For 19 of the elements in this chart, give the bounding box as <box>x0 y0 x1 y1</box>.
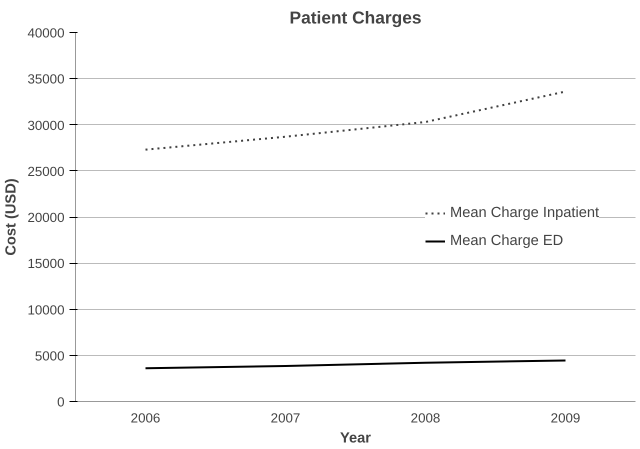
y-tick-label: 20000 <box>27 210 64 225</box>
y-tick-label: 25000 <box>27 164 64 179</box>
x-tick-label: 2008 <box>410 410 440 426</box>
x-tick-label: 2009 <box>550 410 580 426</box>
y-tick-label: 0 <box>57 394 65 410</box>
y-tick-label: 10000 <box>27 302 64 318</box>
x-axis-title: Year <box>340 430 372 446</box>
y-tick-label: 30000 <box>27 118 64 133</box>
x-tick-label: 2006 <box>130 410 160 426</box>
y-tick-label: 40000 <box>27 26 64 40</box>
chart-title: Patient Charges <box>290 8 422 28</box>
y-axis-title: Cost (USD) <box>3 178 20 256</box>
y-tick-label: 5000 <box>34 348 65 364</box>
y-tick-label: 35000 <box>27 72 64 87</box>
legend-label: Mean Charge ED <box>450 233 564 249</box>
line-series <box>144 359 566 370</box>
y-tick-label: 15000 <box>27 256 64 272</box>
legend-label: Mean Charge Inpatient <box>450 205 600 221</box>
x-tick-label: 2007 <box>270 410 300 426</box>
